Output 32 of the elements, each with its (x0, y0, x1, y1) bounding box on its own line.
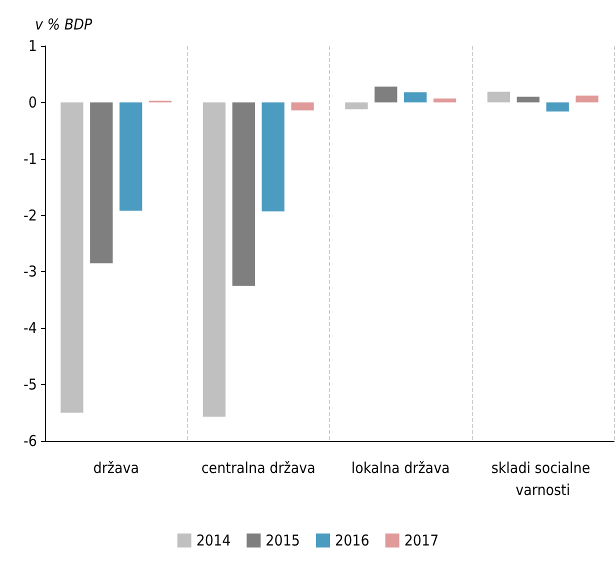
y-tick-label: 1 (28, 37, 37, 55)
bar (546, 102, 569, 112)
y-tick-label: -4 (24, 319, 37, 338)
bar (60, 102, 84, 413)
bar (404, 92, 427, 102)
bar (433, 98, 456, 102)
bar (262, 102, 284, 212)
y-tick-label: -3 (24, 262, 37, 281)
bar (576, 96, 598, 102)
bar (202, 102, 226, 417)
y-axis-title: v % BDP (35, 16, 94, 34)
y-tick-label: -5 (24, 376, 37, 394)
legend-label: 2015 (266, 532, 300, 550)
y-tick-label: -1 (24, 150, 37, 168)
bar (516, 96, 540, 102)
legend-label: 2014 (196, 532, 231, 550)
legend-label: 2016 (335, 532, 370, 550)
x-tick-label: lokalna država (351, 459, 450, 477)
legend-label: 2017 (404, 532, 439, 550)
bar (120, 102, 142, 211)
bar (90, 102, 113, 264)
y-tick-label: -6 (24, 432, 37, 450)
y-tick-label: 0 (28, 93, 37, 112)
bar (232, 102, 255, 286)
x-tick-label: skladi socialne varnosti (491, 459, 594, 499)
x-tick-label: centralna država (201, 459, 316, 477)
x-tick-label: država (93, 459, 139, 477)
bar (374, 86, 398, 102)
bar (487, 92, 510, 102)
y-tick-label: -2 (24, 206, 37, 224)
bar (345, 102, 368, 110)
bar (291, 102, 314, 110)
